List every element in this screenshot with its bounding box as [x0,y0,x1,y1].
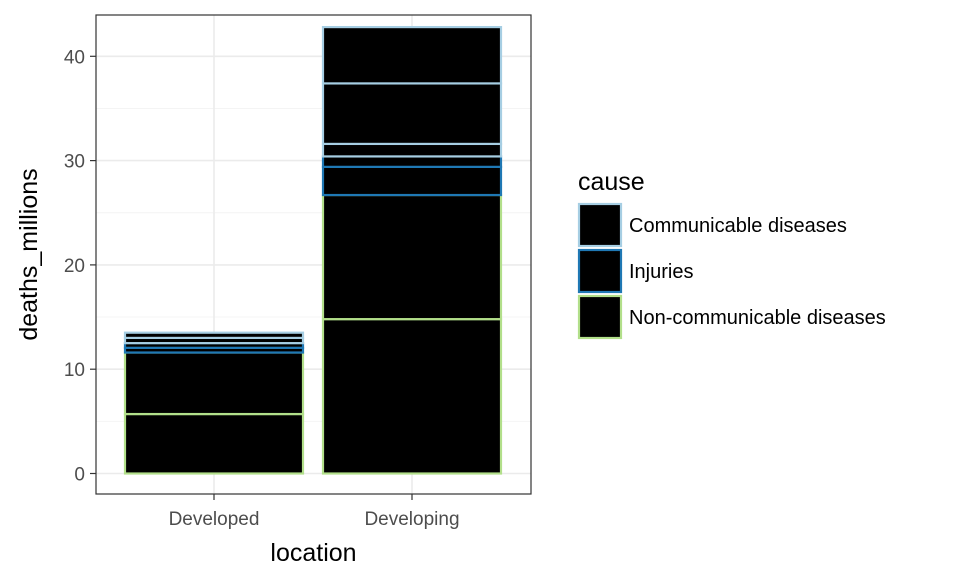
legend-label: Non-communicable diseases [629,307,886,329]
bar-segment-non-communicable-diseases [321,318,503,475]
x-tick-label: Developed [169,509,260,530]
bar-segment-non-communicable-diseases [321,193,503,321]
legend-key [577,248,623,294]
x-axis-title: location [270,539,356,567]
bar-segment-communicable-diseases [321,82,503,146]
bar-segment-injuries [321,155,503,168]
bar-segment-non-communicable-diseases [123,351,305,416]
legend-label: Communicable diseases [629,215,847,237]
y-tick-label: 40 [64,47,85,68]
x-axis: Developed Developing [169,494,460,530]
y-tick-label: 0 [74,465,85,486]
bars [123,25,503,475]
legend-label: Injuries [629,261,693,283]
bar-segment-communicable-diseases [321,142,503,158]
y-tick-label: 20 [64,256,85,277]
legend-title: cause [578,168,645,196]
bar-segment-non-communicable-diseases [123,412,305,475]
legend-key [577,202,623,248]
x-tick-label: Developing [364,509,459,530]
bar-segment-communicable-diseases [123,331,305,340]
y-tick-label: 30 [64,152,85,173]
bar-segment-injuries [321,165,503,197]
legend: cause Communicable diseases Injuries Non-c… [577,168,886,340]
y-axis-title: deaths_millions [15,168,43,340]
plot-panel-border [95,14,532,495]
y-tick-label: 10 [64,360,85,381]
legend-key [577,294,623,340]
bar-segment-communicable-diseases [321,25,503,85]
y-axis: 0 10 20 30 40 [64,47,96,486]
